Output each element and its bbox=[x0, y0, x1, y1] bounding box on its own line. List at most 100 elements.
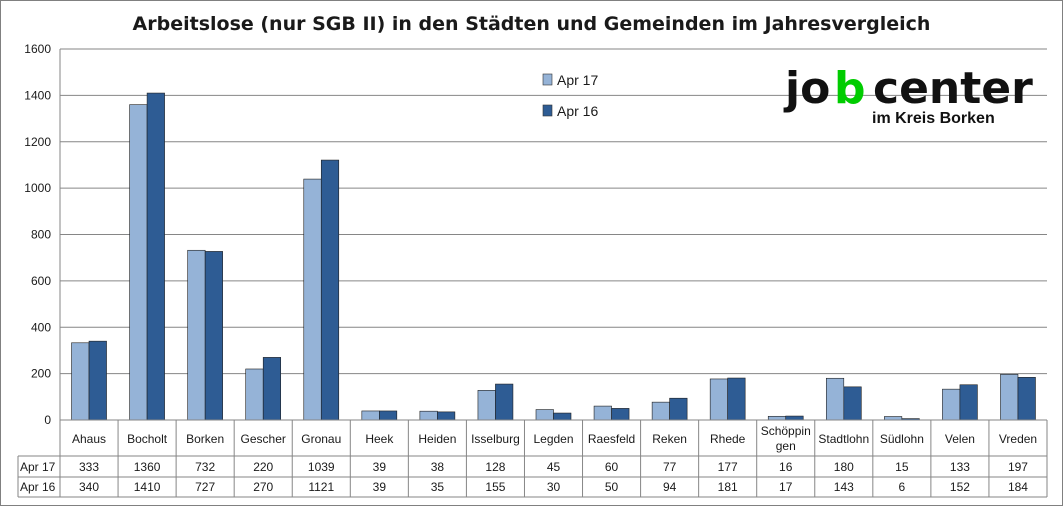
bar bbox=[593, 405, 612, 421]
data-label: 152 bbox=[950, 480, 970, 494]
bar bbox=[651, 401, 670, 421]
data-label: 143 bbox=[834, 480, 854, 494]
category-label: Heek bbox=[365, 432, 394, 446]
data-label: 94 bbox=[663, 480, 677, 494]
data-label: 184 bbox=[1008, 480, 1028, 494]
data-label: 177 bbox=[718, 460, 738, 474]
bar bbox=[825, 377, 845, 421]
data-label: 6 bbox=[899, 480, 906, 494]
row-label: Apr 17 bbox=[20, 460, 56, 474]
logo-text-jo: jo bbox=[783, 63, 830, 114]
y-tick-label: 200 bbox=[31, 367, 51, 381]
y-tick-label: 600 bbox=[31, 274, 51, 288]
chart-title: Arbeitslose (nur SGB II) in den Städten … bbox=[132, 13, 931, 35]
bar bbox=[495, 383, 514, 421]
data-label: 128 bbox=[485, 460, 505, 474]
data-label: 35 bbox=[431, 480, 445, 494]
bar bbox=[709, 378, 728, 421]
data-label: 16 bbox=[779, 460, 793, 474]
data-label: 45 bbox=[547, 460, 561, 474]
data-label: 30 bbox=[547, 480, 561, 494]
bar bbox=[303, 178, 322, 421]
data-label: 1039 bbox=[308, 460, 335, 474]
category-label: gen bbox=[776, 439, 796, 453]
y-tick-label: 1000 bbox=[24, 181, 51, 195]
category-label: Heiden bbox=[418, 432, 456, 446]
bar bbox=[71, 342, 90, 421]
bar bbox=[204, 251, 223, 421]
y-tick-label: 1400 bbox=[24, 88, 51, 102]
category-label: Bocholt bbox=[127, 432, 168, 446]
data-label: 60 bbox=[605, 460, 619, 474]
y-axis-tick-labels: 0 200 400 600 800 1000 1200 1400 1600 bbox=[24, 42, 51, 427]
data-label: 77 bbox=[663, 460, 677, 474]
logo-text-b: b bbox=[834, 63, 866, 114]
bar bbox=[262, 357, 282, 421]
bar bbox=[1000, 374, 1019, 421]
legend-swatch-apr16 bbox=[542, 104, 553, 117]
bar bbox=[88, 340, 107, 421]
category-label: Vreden bbox=[999, 432, 1037, 446]
bar bbox=[146, 92, 165, 421]
data-table: Ahaus Bocholt Borken Gescher Gronau Heek Heide… bbox=[17, 419, 1048, 498]
data-label: 732 bbox=[195, 460, 215, 474]
y-tick-label: 400 bbox=[31, 320, 51, 334]
data-label: 333 bbox=[79, 460, 99, 474]
legend-swatch-apr17 bbox=[542, 73, 553, 86]
category-label: Legden bbox=[533, 432, 573, 446]
bar bbox=[419, 410, 438, 421]
data-label: 50 bbox=[605, 480, 619, 494]
y-tick-label: 800 bbox=[31, 228, 51, 242]
data-label: 340 bbox=[79, 480, 99, 494]
category-label: Rhede bbox=[710, 432, 746, 446]
bar bbox=[785, 415, 804, 421]
bar bbox=[129, 104, 148, 421]
data-label: 1121 bbox=[308, 480, 334, 494]
bar bbox=[437, 411, 456, 421]
jobcenter-logo: jo b center im Kreis Borken bbox=[783, 63, 1033, 127]
data-label: 38 bbox=[431, 460, 445, 474]
category-label: Reken bbox=[652, 432, 687, 446]
data-label: 197 bbox=[1008, 460, 1028, 474]
data-label: 727 bbox=[195, 480, 215, 494]
category-label: Südlohn bbox=[880, 432, 924, 446]
grid-lines bbox=[59, 48, 1047, 421]
y-tick-label: 1600 bbox=[24, 42, 51, 56]
logo-text-center: center bbox=[873, 63, 1033, 114]
data-label: 39 bbox=[373, 480, 387, 494]
legend: Apr 17 Apr 16 bbox=[542, 72, 598, 119]
category-label: Raesfeld bbox=[588, 432, 635, 446]
bar bbox=[942, 388, 961, 421]
bars bbox=[71, 92, 1036, 421]
bar bbox=[379, 410, 398, 421]
data-label: 1410 bbox=[134, 480, 161, 494]
data-label: 181 bbox=[718, 480, 738, 494]
bar bbox=[245, 368, 264, 421]
legend-label-apr17: Apr 17 bbox=[557, 72, 598, 88]
category-label: Gronau bbox=[301, 432, 341, 446]
legend-label-apr16: Apr 16 bbox=[557, 103, 598, 119]
bar bbox=[187, 249, 206, 421]
category-label: Stadtlohn bbox=[818, 432, 869, 446]
bar bbox=[843, 386, 862, 421]
bar bbox=[553, 412, 572, 421]
bar bbox=[611, 408, 630, 421]
data-label: 133 bbox=[950, 460, 970, 474]
data-label: 155 bbox=[485, 480, 505, 494]
y-tick-label: 1200 bbox=[24, 135, 51, 149]
category-label: Schöppin bbox=[761, 424, 811, 438]
bar bbox=[767, 415, 787, 421]
data-label: 39 bbox=[373, 460, 387, 474]
bar bbox=[669, 397, 688, 421]
category-label: Gescher bbox=[241, 432, 286, 446]
category-label: Velen bbox=[945, 432, 975, 446]
data-label: 270 bbox=[253, 480, 273, 494]
row-label: Apr 16 bbox=[20, 480, 56, 494]
bar bbox=[959, 384, 978, 421]
bar bbox=[320, 159, 340, 421]
bar bbox=[361, 410, 380, 421]
logo-subtitle: im Kreis Borken bbox=[872, 110, 995, 127]
category-label: Isselburg bbox=[471, 432, 520, 446]
